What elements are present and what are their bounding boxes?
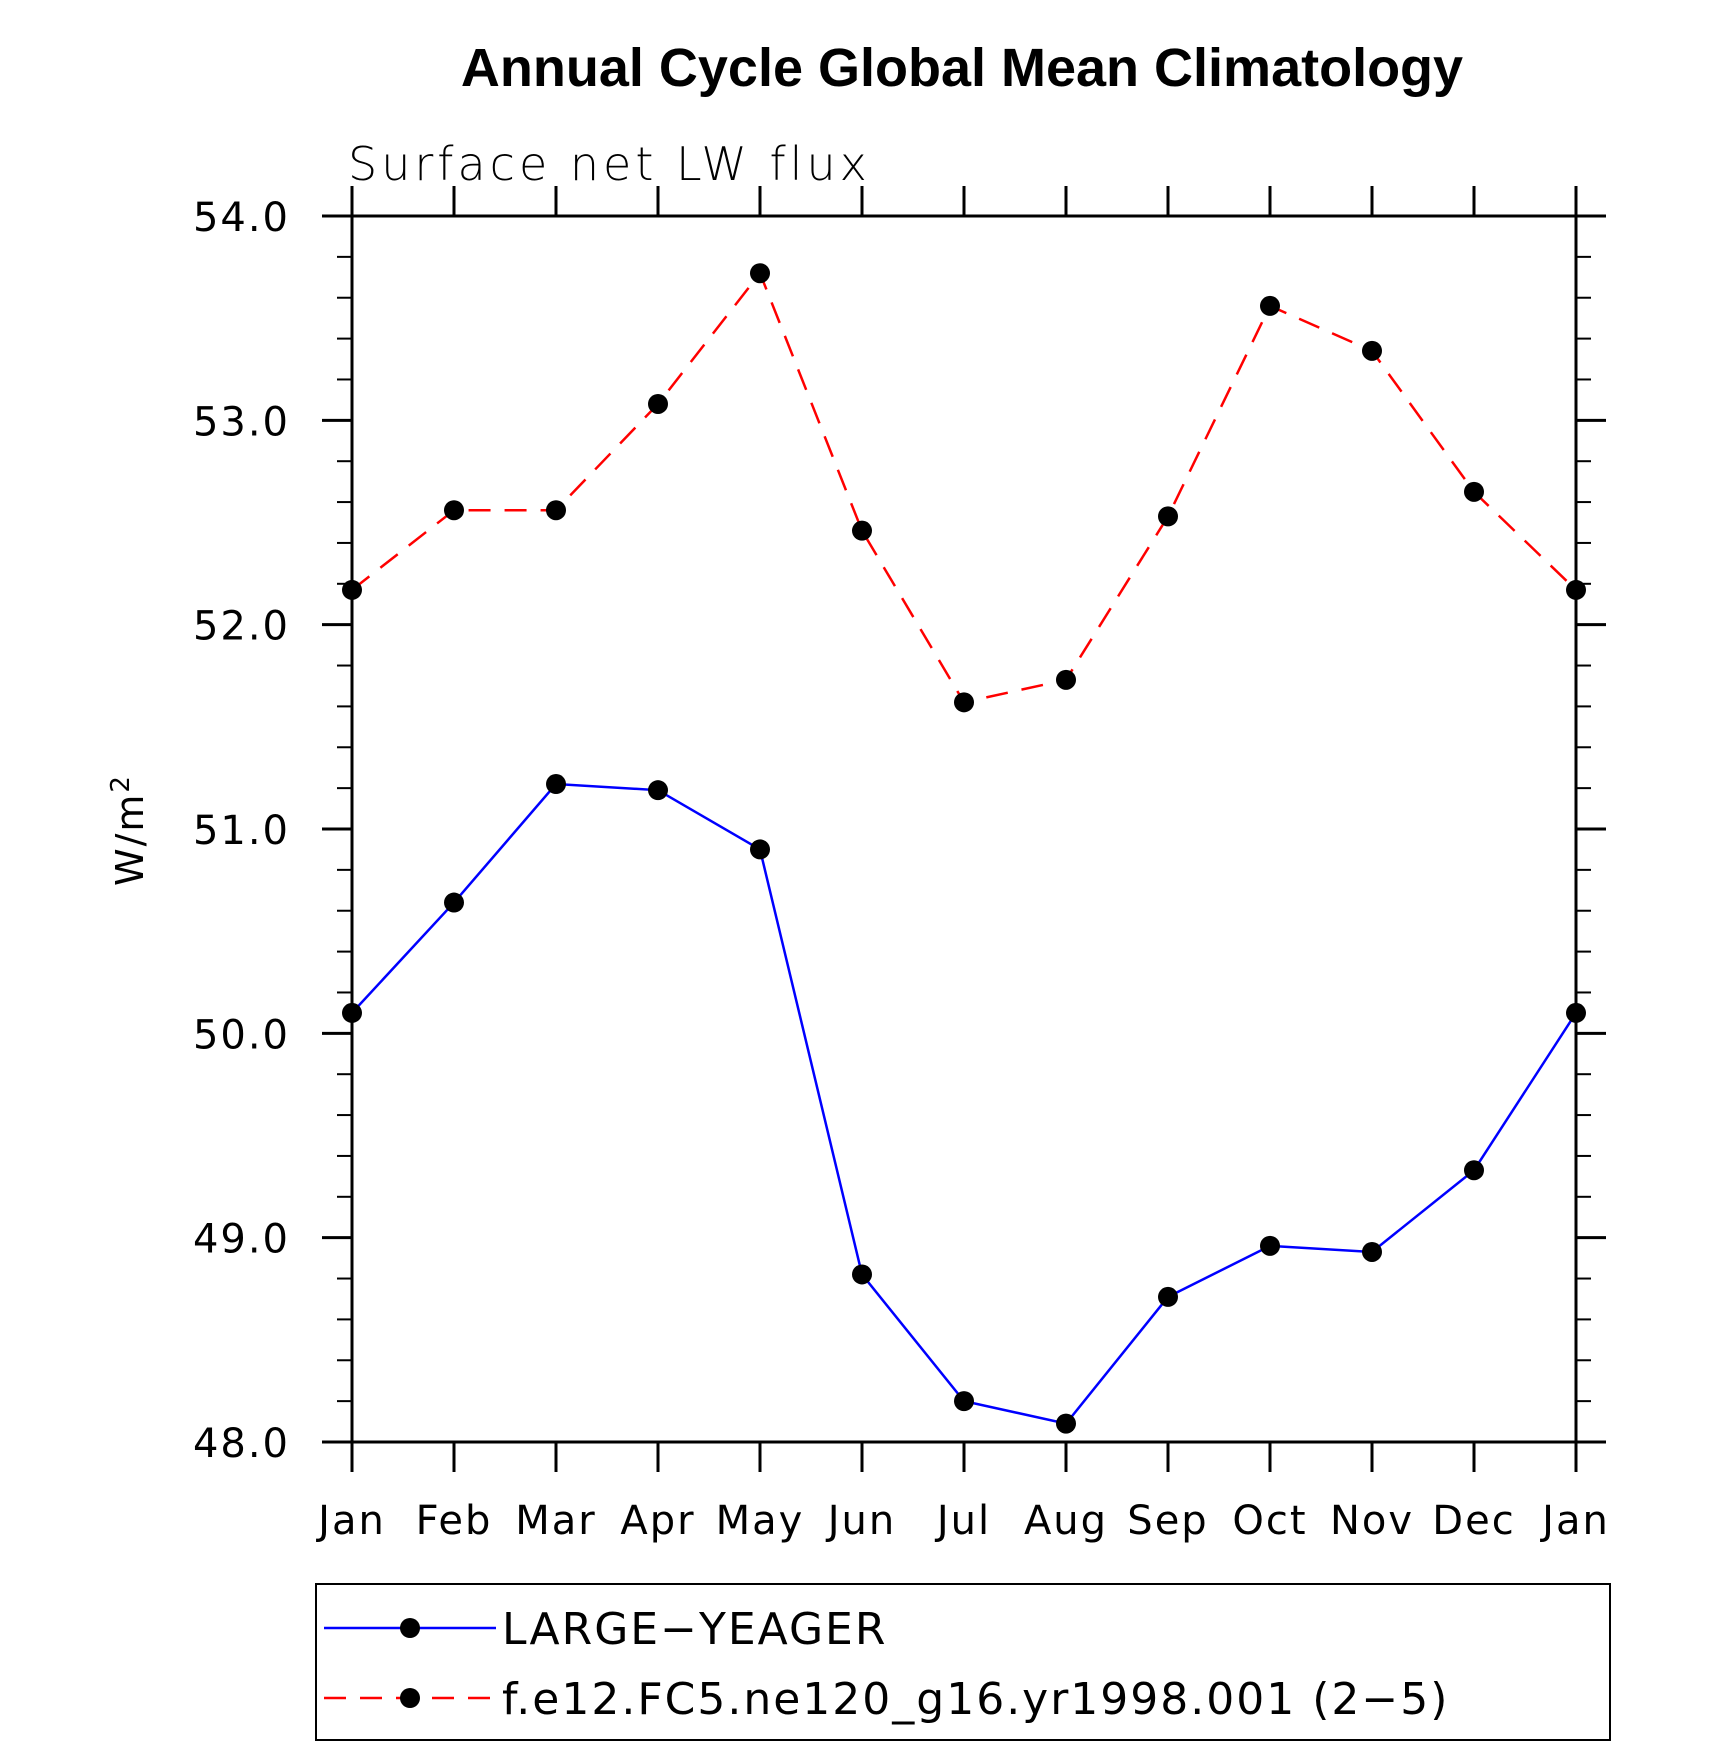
series-line-1	[351, 270, 1577, 704]
data-point	[1362, 340, 1382, 361]
y-tick-label: 51.0	[193, 808, 290, 854]
data-point	[1260, 1235, 1280, 1256]
x-tick-labels: Jan Feb Mar Apr May Jun Jul Aug Sep Oct Nov Dec Jan	[315, 1498, 1610, 1544]
legend-label-f-e12: f.e12.FC5.ne120_g16.yr1998.001 (2−5)	[502, 1674, 1449, 1725]
x-tick-label: Aug	[1024, 1498, 1108, 1544]
y-tick-label: 48.0	[193, 1421, 290, 1467]
legend-marker-f-e12	[400, 1688, 420, 1708]
y-tick-label: 50.0	[193, 1012, 290, 1058]
chart-title: Annual Cycle Global Mean Climatology	[461, 38, 1463, 98]
data-point	[444, 892, 464, 913]
series-line-0	[351, 782, 1578, 1425]
data-point	[1158, 1286, 1178, 1307]
data-point	[1260, 295, 1280, 316]
x-tick-label: Oct	[1232, 1498, 1307, 1544]
y-axis-label-superscript: 2	[106, 774, 136, 793]
y-tick-labels: 48.0 49.0 50.0 51.0 52.0 53.0 54.0	[193, 195, 290, 1467]
x-tick-label: Apr	[620, 1498, 695, 1544]
data-point	[648, 393, 668, 414]
y-tick-label: 54.0	[193, 195, 290, 241]
data-point	[1056, 669, 1076, 690]
x-tick-label: Jun	[825, 1498, 897, 1544]
series-1	[342, 263, 1586, 713]
y-axis-label-text: W/m	[108, 793, 152, 886]
data-point	[546, 774, 566, 795]
chart-subtitle: Surface net LW flux	[348, 137, 871, 191]
x-tick-label: Dec	[1432, 1498, 1515, 1544]
legend-marker-large-yeager	[400, 1618, 420, 1638]
data-point	[1158, 506, 1178, 527]
data-point	[546, 500, 566, 521]
data-point	[1056, 1413, 1076, 1434]
plot-frame	[350, 214, 1578, 1444]
y-tick-label: 52.0	[193, 604, 290, 650]
series-0	[342, 774, 1586, 1434]
legend: LARGE−YEAGER f.e12.FC5.ne120_g16.yr1998.…	[315, 1583, 1611, 1741]
x-tick-label: Jul	[934, 1498, 991, 1544]
x-tick-label: Mar	[515, 1498, 596, 1544]
data-point	[1566, 579, 1586, 600]
data-point	[648, 780, 668, 801]
data-point	[444, 500, 464, 521]
y-axis-label: W/m2	[106, 774, 152, 886]
x-tick-label: May	[716, 1498, 805, 1544]
x-tick-label: Jan	[315, 1498, 386, 1544]
x-tick-label: Nov	[1330, 1498, 1414, 1544]
x-tick-label: Jan	[1539, 1498, 1610, 1544]
data-point	[1464, 1160, 1484, 1181]
data-point	[852, 1264, 872, 1285]
svg-text:W/m2: W/m2	[106, 774, 152, 886]
x-tick-label: Feb	[416, 1498, 493, 1544]
y-tick-label: 49.0	[193, 1217, 290, 1263]
data-point	[954, 692, 974, 713]
data-point	[342, 579, 362, 600]
data-point	[750, 263, 770, 284]
legend-label-large-yeager: LARGE−YEAGER	[502, 1604, 887, 1655]
x-tick-label: Sep	[1127, 1498, 1208, 1544]
data-point	[342, 1002, 362, 1023]
data-point	[852, 520, 872, 541]
data-point	[1566, 1002, 1586, 1023]
data-point	[954, 1391, 974, 1412]
data-point	[1464, 481, 1484, 502]
axis-ticks	[322, 186, 1606, 1472]
data-point	[1362, 1241, 1382, 1262]
series-layer	[342, 263, 1586, 1434]
y-tick-label: 53.0	[193, 399, 290, 445]
data-point	[750, 839, 770, 860]
legend-box	[315, 1583, 1611, 1741]
